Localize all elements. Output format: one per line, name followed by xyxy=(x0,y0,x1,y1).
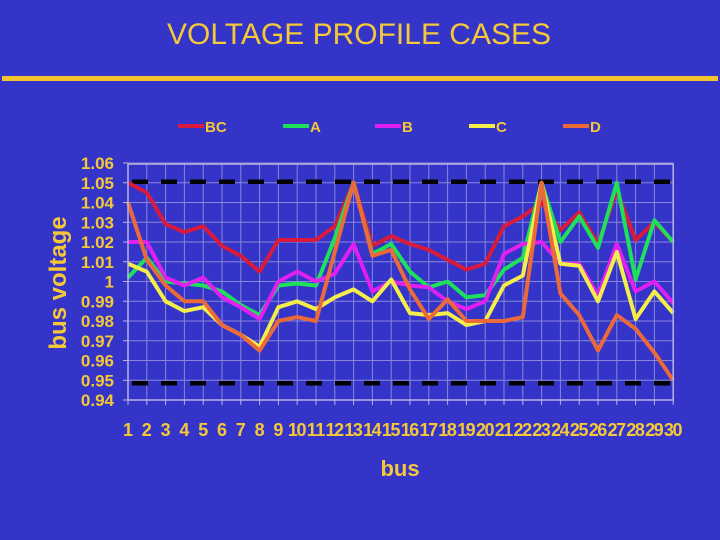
x-tick-label: 7 xyxy=(236,420,246,440)
x-tick-label: 11 xyxy=(307,420,326,440)
legend-item-bc: BC xyxy=(178,119,227,136)
y-axis-label: bus voltage xyxy=(45,216,72,349)
y-tick-label: 1.02 xyxy=(81,233,114,252)
y-tick-label: 1.04 xyxy=(81,194,115,213)
x-tick-label: 26 xyxy=(589,420,608,440)
legend-label: C xyxy=(496,119,507,136)
chart-series xyxy=(126,180,675,382)
y-tick-label: 0.99 xyxy=(81,292,114,311)
x-tick-label: 8 xyxy=(255,420,265,440)
y-tick-label: 0.97 xyxy=(81,332,114,351)
y-tick-label: 1.01 xyxy=(81,253,114,272)
x-axis-ticks: 1 2 3 4 5 6 7 8 9 10 11 12 13 14 15 16 17 18 19 20 21 22 23 24 2… xyxy=(123,400,683,440)
x-tick-label: 19 xyxy=(457,420,476,440)
series-line-d xyxy=(126,180,675,382)
y-axis-ticks: 1.061.051.041.031.021.0110.990.980.970.9… xyxy=(81,154,128,410)
y-tick-label: 0.94 xyxy=(81,391,115,410)
y-tick-label: 1 xyxy=(105,273,114,292)
legend-label: D xyxy=(590,119,601,136)
legend-item-b: B xyxy=(375,119,413,136)
x-tick-label: 12 xyxy=(326,420,345,440)
y-tick-label: 1.06 xyxy=(81,154,114,173)
x-tick-label: 13 xyxy=(344,420,363,440)
y-tick-label: 0.96 xyxy=(81,352,114,371)
x-tick-label: 15 xyxy=(382,420,401,440)
legend-label: BC xyxy=(205,119,227,136)
x-tick-label: 16 xyxy=(401,420,420,440)
x-tick-label: 23 xyxy=(532,420,551,440)
legend-label: B xyxy=(402,119,413,136)
x-tick-label: 20 xyxy=(476,420,495,440)
series-line-a xyxy=(126,180,675,318)
y-tick-label: 1.03 xyxy=(81,213,114,232)
chart-legend: BC A B C D xyxy=(178,119,601,136)
x-tick-label: 22 xyxy=(514,420,533,440)
slide-title-text: VOLTAGE PROFILE CASES xyxy=(167,18,551,51)
x-tick-label: 18 xyxy=(438,420,457,440)
legend-item-c: C xyxy=(469,119,507,136)
x-tick-label: 28 xyxy=(626,420,645,440)
x-tick-label: 21 xyxy=(495,420,514,440)
x-tick-label: 10 xyxy=(288,420,307,440)
y-tick-label: 1.05 xyxy=(81,174,114,193)
x-tick-label: 17 xyxy=(420,420,439,440)
title-underline xyxy=(2,76,718,81)
x-tick-label: 6 xyxy=(217,420,227,440)
x-axis-label: bus xyxy=(380,456,419,481)
voltage-limit-lines xyxy=(132,179,674,386)
x-tick-label: 29 xyxy=(645,420,664,440)
x-tick-label: 2 xyxy=(142,420,152,440)
x-tick-label: 4 xyxy=(179,420,189,440)
x-tick-label: 24 xyxy=(551,420,570,440)
legend-item-d: D xyxy=(563,119,601,136)
x-tick-label: 3 xyxy=(161,420,171,440)
legend-item-a: A xyxy=(283,119,321,136)
slide-title: VOLTAGE PROFILE CASES xyxy=(0,18,720,52)
x-tick-label: 9 xyxy=(273,420,283,440)
x-tick-label: 30 xyxy=(664,420,683,440)
x-tick-label: 25 xyxy=(570,420,589,440)
x-tick-label: 5 xyxy=(198,420,208,440)
x-tick-label: 14 xyxy=(363,420,382,440)
x-tick-label: 1 xyxy=(123,420,133,440)
legend-label: A xyxy=(310,119,321,136)
series-line-c xyxy=(127,180,675,349)
y-tick-label: 0.95 xyxy=(81,371,114,390)
y-tick-label: 0.98 xyxy=(81,312,114,331)
x-tick-label: 27 xyxy=(608,420,627,440)
